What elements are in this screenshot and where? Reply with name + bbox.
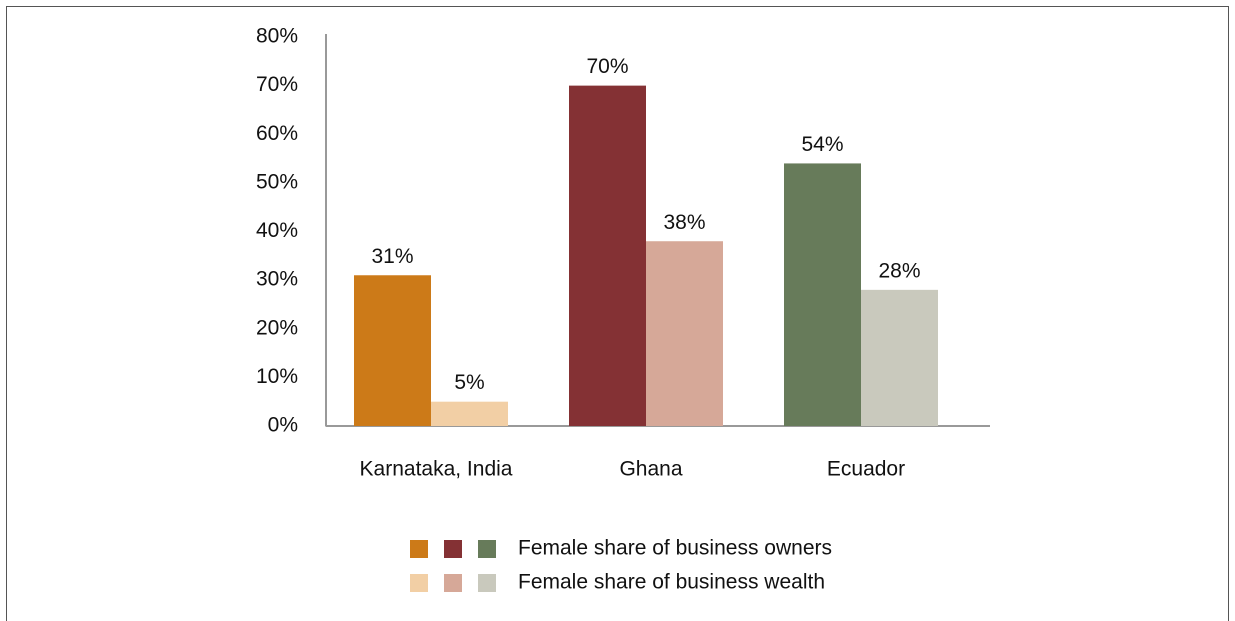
y-tick-label: 50% bbox=[256, 170, 298, 193]
bar bbox=[861, 289, 938, 426]
bar bbox=[646, 241, 723, 426]
bar bbox=[431, 401, 508, 426]
data-label: 5% bbox=[454, 371, 484, 394]
y-tick-label: 30% bbox=[256, 268, 298, 291]
bar bbox=[354, 275, 431, 426]
data-label: 54% bbox=[801, 133, 843, 156]
legend-swatch bbox=[444, 540, 462, 558]
data-label: 28% bbox=[878, 259, 920, 282]
legend-label: Female share of business wealth bbox=[518, 571, 825, 594]
y-tick-label: 20% bbox=[256, 316, 298, 339]
y-tick-label: 0% bbox=[268, 414, 298, 437]
legend-label: Female share of business owners bbox=[518, 537, 832, 560]
data-label: 70% bbox=[586, 55, 628, 78]
frame bbox=[6, 6, 1229, 621]
legend-swatch bbox=[410, 574, 428, 592]
legend-swatch bbox=[478, 574, 496, 592]
data-label: 31% bbox=[371, 245, 413, 268]
bar bbox=[784, 163, 861, 427]
legend-swatch bbox=[444, 574, 462, 592]
y-tick-label: 40% bbox=[256, 219, 298, 242]
legend-swatch bbox=[478, 540, 496, 558]
x-tick-label: Ecuador bbox=[827, 458, 905, 481]
y-tick-label: 70% bbox=[256, 73, 298, 96]
x-tick-label: Ghana bbox=[619, 458, 682, 481]
y-tick-label: 60% bbox=[256, 122, 298, 145]
y-tick-label: 80% bbox=[256, 25, 298, 48]
bar bbox=[569, 85, 646, 426]
data-label: 38% bbox=[663, 211, 705, 234]
y-tick-label: 10% bbox=[256, 365, 298, 388]
legend-swatch bbox=[410, 540, 428, 558]
x-tick-label: Karnataka, India bbox=[360, 458, 513, 481]
